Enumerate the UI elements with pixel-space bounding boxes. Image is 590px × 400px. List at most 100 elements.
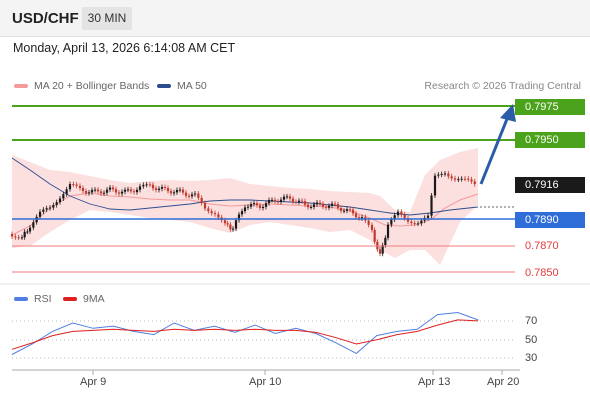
timeframe-button[interactable]: 30 MIN bbox=[82, 7, 132, 30]
candle-body bbox=[151, 184, 155, 189]
candle-body bbox=[154, 188, 158, 191]
candle-body bbox=[294, 201, 298, 203]
candle-body bbox=[114, 189, 118, 193]
candle-body bbox=[357, 217, 361, 219]
candle-body bbox=[470, 179, 473, 182]
candle-body bbox=[243, 207, 247, 212]
candle-body bbox=[291, 198, 295, 202]
candle-body bbox=[318, 202, 322, 204]
price-tag-s2: 0.7850 bbox=[525, 267, 559, 279]
candle-body bbox=[160, 187, 164, 189]
candle-body bbox=[333, 203, 337, 205]
candle-body bbox=[48, 207, 52, 209]
datetime-label: Monday, April 13, 2026 6:14:08 AM CET bbox=[13, 41, 236, 55]
candle-body bbox=[229, 224, 232, 230]
candle-body bbox=[72, 184, 75, 186]
candle-body bbox=[157, 188, 161, 191]
rsi-tick-50: 50 bbox=[525, 334, 538, 346]
candle-body bbox=[390, 219, 393, 225]
candle-body bbox=[453, 178, 457, 180]
x-label-apr20: Apr 20 bbox=[487, 376, 520, 388]
candle-body bbox=[351, 209, 355, 214]
rsi-legend-label: RSI bbox=[34, 293, 52, 305]
x-label-apr10: Apr 10 bbox=[249, 376, 282, 388]
candle-body bbox=[126, 189, 130, 191]
candle-body bbox=[315, 202, 319, 205]
candle-body bbox=[430, 195, 433, 216]
chart-header: USD/CHF 30 MIN bbox=[0, 0, 590, 37]
candle-body bbox=[120, 191, 124, 194]
candle-body bbox=[267, 199, 271, 204]
candle-body bbox=[223, 220, 227, 224]
candle-body bbox=[52, 205, 55, 208]
candle-body bbox=[87, 192, 91, 194]
ma50-line bbox=[11, 157, 479, 216]
candle-body bbox=[249, 204, 253, 207]
candle-body bbox=[184, 192, 188, 196]
candle-body bbox=[312, 204, 316, 207]
candle-body bbox=[400, 211, 403, 215]
candle-body bbox=[393, 215, 396, 220]
candle-body bbox=[416, 223, 420, 225]
candle-body bbox=[339, 207, 343, 211]
candle-body bbox=[373, 229, 376, 242]
rsi-legend-swatch bbox=[14, 297, 28, 302]
candle-body bbox=[226, 223, 229, 225]
candle-body bbox=[231, 228, 235, 230]
x-label-apr9: Apr 9 bbox=[80, 376, 107, 388]
candle-body bbox=[123, 189, 127, 192]
candle-body bbox=[108, 187, 112, 190]
candle-body bbox=[193, 193, 197, 195]
candle-body bbox=[197, 193, 200, 198]
candle-body bbox=[403, 214, 406, 219]
rsi-legend-9ma: 9MA bbox=[63, 293, 105, 305]
candle-body bbox=[17, 237, 20, 239]
candle-body bbox=[210, 211, 213, 214]
candle-body bbox=[264, 203, 268, 207]
candle-body bbox=[234, 220, 238, 229]
candle-body bbox=[142, 184, 145, 187]
rsi-ma-line bbox=[11, 319, 479, 350]
candle-body bbox=[26, 231, 29, 233]
candle-body bbox=[426, 215, 430, 218]
x-label-apr13: Apr 13 bbox=[418, 376, 451, 388]
candle-body bbox=[217, 214, 220, 218]
candle-body bbox=[58, 198, 62, 203]
legend-ma20-bollinger: MA 20 + Bollinger Bands bbox=[14, 80, 149, 92]
candle-body bbox=[166, 188, 170, 192]
candle-body bbox=[410, 221, 413, 224]
candle-body bbox=[190, 194, 194, 197]
candle-body bbox=[330, 203, 334, 206]
candle-body bbox=[460, 178, 463, 180]
legend-ma50: MA 50 bbox=[157, 80, 207, 92]
rsi-ma-legend-swatch bbox=[63, 297, 77, 302]
candle-body bbox=[348, 209, 352, 211]
candle-body bbox=[178, 189, 182, 191]
candle-body bbox=[255, 203, 259, 206]
candle-body bbox=[273, 199, 277, 202]
forecast-arrow bbox=[479, 113, 511, 185]
candle-body bbox=[99, 191, 103, 194]
price-tag-pivot: 0.7890 bbox=[515, 212, 585, 228]
candle-body bbox=[23, 231, 26, 238]
candle-body bbox=[381, 245, 384, 254]
candle-body bbox=[55, 202, 58, 206]
candle-body bbox=[172, 192, 176, 194]
candle-body bbox=[420, 220, 423, 224]
candle-body bbox=[467, 178, 470, 180]
candle-body bbox=[327, 205, 331, 208]
rsi-tick-30: 30 bbox=[525, 352, 538, 364]
candle-body bbox=[213, 213, 217, 215]
candle-body bbox=[138, 186, 142, 190]
candle-body bbox=[38, 211, 42, 217]
candle-body bbox=[443, 173, 447, 175]
price-tag-r1: 0.7950 bbox=[515, 132, 585, 148]
candle-body bbox=[93, 189, 97, 191]
candle-body bbox=[42, 209, 45, 212]
candle-body bbox=[473, 181, 476, 185]
candle-body bbox=[252, 203, 256, 205]
candle-body bbox=[246, 206, 250, 208]
candle-body bbox=[324, 206, 328, 208]
candle-body bbox=[288, 196, 292, 199]
